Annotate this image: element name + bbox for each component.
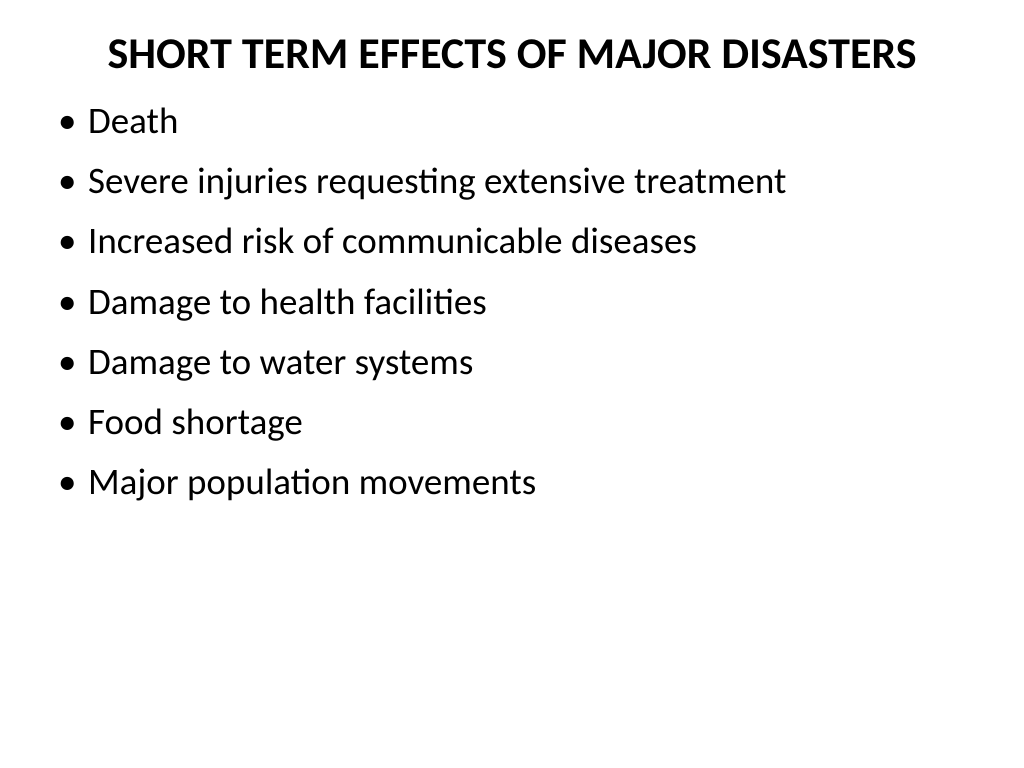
list-item: Death (48, 98, 976, 144)
list-item: Severe injuries requesting extensive tre… (48, 158, 976, 204)
bullet-list: Death Severe injuries requesting extensi… (48, 98, 976, 506)
list-item: Damage to water systems (48, 339, 976, 385)
slide-title: SHORT TERM EFFECTS OF MAJOR DISASTERS (48, 28, 976, 80)
list-item: Food shortage (48, 399, 976, 445)
slide: SHORT TERM EFFECTS OF MAJOR DISASTERS De… (0, 0, 1024, 768)
list-item: Increased risk of communicable diseases (48, 218, 976, 264)
list-item: Major population movements (48, 459, 976, 505)
list-item: Damage to health facilities (48, 279, 976, 325)
